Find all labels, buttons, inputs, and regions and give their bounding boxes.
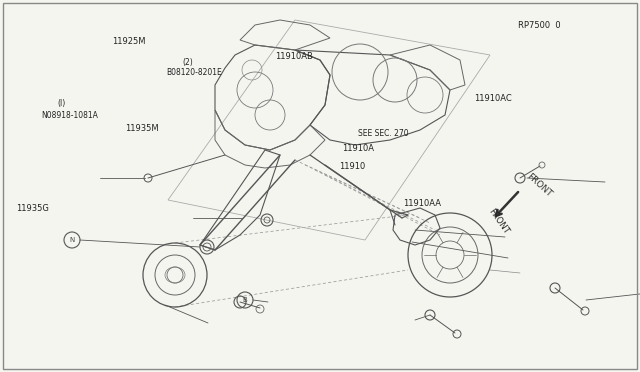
Text: 11910: 11910 xyxy=(339,162,365,171)
Text: (I): (I) xyxy=(58,99,66,108)
Text: 11935M: 11935M xyxy=(125,124,159,133)
Text: 11925M: 11925M xyxy=(112,37,145,46)
Text: FRONT: FRONT xyxy=(486,207,510,236)
Text: N: N xyxy=(69,237,75,243)
Text: 11910AA: 11910AA xyxy=(403,199,441,208)
Text: 11910A: 11910A xyxy=(342,144,374,153)
Text: N08918-1081A: N08918-1081A xyxy=(42,111,99,120)
Text: (2): (2) xyxy=(182,58,193,67)
Text: RP7500  0: RP7500 0 xyxy=(518,21,561,30)
Text: B: B xyxy=(243,297,248,303)
Text: FRONT: FRONT xyxy=(525,171,554,199)
Text: 11910AC: 11910AC xyxy=(474,94,511,103)
Text: 11935G: 11935G xyxy=(16,204,49,213)
Text: SEE SEC. 270: SEE SEC. 270 xyxy=(358,129,409,138)
Text: B08120-8201E: B08120-8201E xyxy=(166,68,222,77)
Text: 11910AB: 11910AB xyxy=(275,52,313,61)
